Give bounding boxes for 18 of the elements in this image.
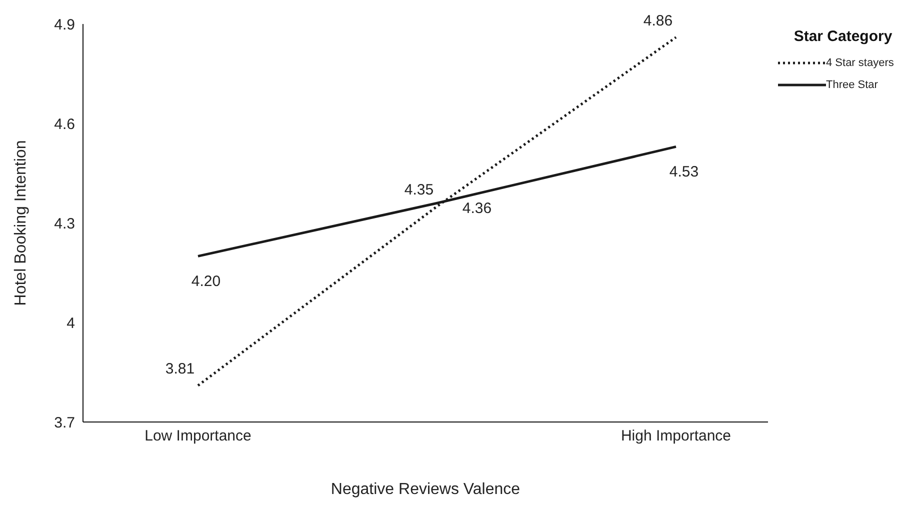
x-axis-title: Negative Reviews Valence (330, 481, 520, 498)
y-tick-label: 4.3 (54, 215, 75, 232)
data-label: 4.20 (191, 273, 221, 290)
data-label: 4.86 (643, 12, 673, 30)
legend-title: Star Category (792, 28, 894, 45)
data-label: 4.36 (462, 200, 492, 218)
x-tick-label: Low Importance (144, 428, 252, 445)
y-tick-label: 4.9 (54, 16, 75, 34)
data-label: 3.81 (165, 360, 195, 378)
y-tick-label: 3.7 (54, 414, 75, 432)
y-tick-label: 4 (66, 314, 75, 332)
legend-label: Three Star (826, 79, 878, 91)
data-label: 4.53 (669, 164, 699, 181)
legend-label: 4 Star stayers (826, 57, 894, 69)
data-label: 4.35 (404, 181, 434, 198)
y-axis-title: Hotel Booking Intention (12, 140, 30, 306)
x-tick-label: High Importance (620, 428, 732, 445)
y-tick-label: 4.6 (54, 116, 75, 133)
